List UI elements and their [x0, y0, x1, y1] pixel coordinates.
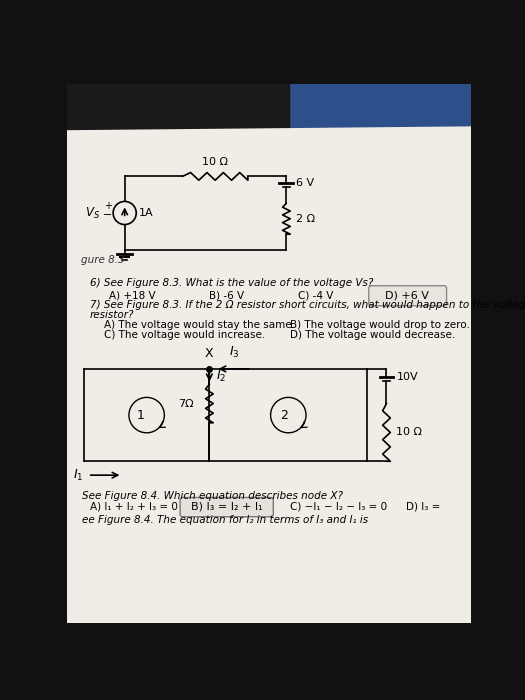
Text: $V_S$: $V_S$: [85, 205, 100, 220]
Text: $I_2$: $I_2$: [216, 369, 226, 384]
Text: See Figure 8.4. Which equation describes node X?: See Figure 8.4. Which equation describes…: [82, 491, 343, 500]
Text: $I_1$: $I_1$: [74, 468, 84, 483]
Text: 2 Ω: 2 Ω: [296, 214, 315, 224]
FancyBboxPatch shape: [180, 498, 274, 517]
Text: 10V: 10V: [396, 372, 418, 382]
Text: B) The voltage would drop to zero.: B) The voltage would drop to zero.: [290, 320, 470, 330]
Text: 6 V: 6 V: [297, 178, 314, 188]
Text: −: −: [103, 211, 112, 220]
Text: C) The voltage would increase.: C) The voltage would increase.: [104, 330, 265, 340]
Text: C) −I₁ − I₂ − I₃ = 0: C) −I₁ − I₂ − I₃ = 0: [290, 501, 387, 511]
Text: gure 8.3: gure 8.3: [81, 255, 124, 265]
Text: D) I₃ =: D) I₃ =: [406, 501, 440, 511]
Text: 10 Ω: 10 Ω: [202, 158, 228, 167]
Text: D) +6 V: D) +6 V: [385, 290, 429, 301]
Text: +: +: [104, 201, 112, 211]
Text: 7) See Figure 8.3. If the 2 Ω resistor short circuits, what would happen to the : 7) See Figure 8.3. If the 2 Ω resistor s…: [90, 300, 525, 309]
Text: B) -6 V: B) -6 V: [209, 290, 245, 300]
Text: C) -4 V: C) -4 V: [298, 290, 333, 300]
FancyBboxPatch shape: [369, 286, 447, 306]
Text: 1: 1: [136, 409, 144, 421]
Text: 7Ω: 7Ω: [178, 398, 194, 409]
Polygon shape: [67, 126, 471, 623]
Text: ee Figure 8.4. The equation for I₂ in terms of I₃ and I₁ is: ee Figure 8.4. The equation for I₂ in te…: [82, 515, 369, 525]
Text: A) The voltage would stay the same.: A) The voltage would stay the same.: [104, 320, 295, 330]
Polygon shape: [290, 84, 471, 153]
Text: 10 Ω: 10 Ω: [396, 428, 423, 438]
Text: $I_3$: $I_3$: [229, 344, 239, 360]
Text: D) The voltage would decrease.: D) The voltage would decrease.: [290, 330, 456, 340]
Text: A) I₁ + I₂ + I₃ = 0: A) I₁ + I₂ + I₃ = 0: [90, 501, 178, 511]
Text: 6) See Figure 8.3. What is the value of the voltage Vs?: 6) See Figure 8.3. What is the value of …: [90, 278, 373, 288]
Text: 1A: 1A: [139, 208, 154, 218]
Text: B) I₃ = I₂ + I₁: B) I₃ = I₂ + I₁: [191, 502, 262, 512]
Text: A) +18 V: A) +18 V: [109, 290, 156, 300]
Text: X: X: [205, 346, 214, 360]
Text: resistor?: resistor?: [90, 309, 134, 320]
Text: 2: 2: [280, 409, 288, 421]
Polygon shape: [67, 84, 306, 141]
